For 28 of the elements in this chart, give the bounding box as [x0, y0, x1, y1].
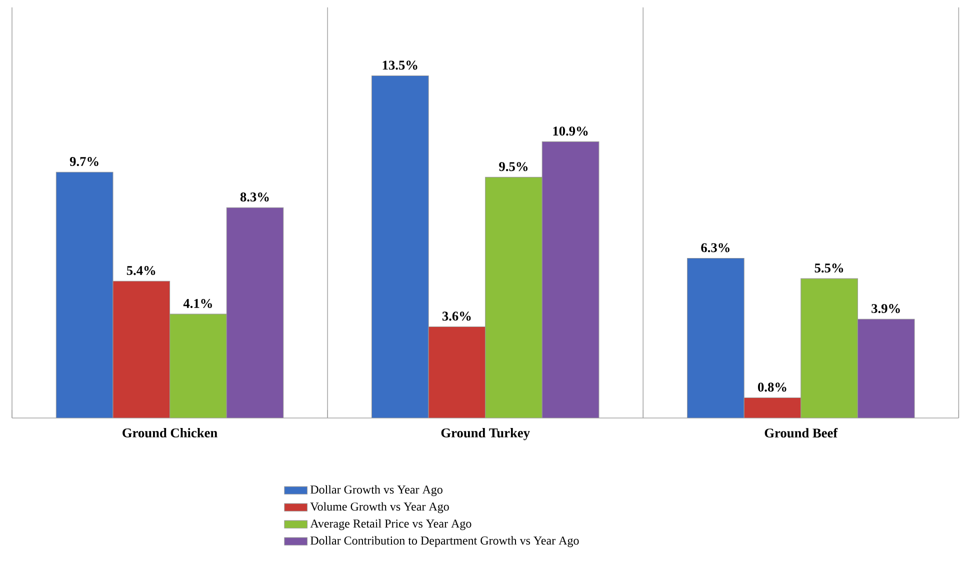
data-label: 9.5% — [499, 162, 528, 172]
data-label: 10.9% — [553, 126, 588, 136]
x-tick-label: Ground Turkey — [441, 428, 530, 440]
data-label: 0.8% — [758, 382, 786, 392]
data-label: 4.1% — [183, 298, 212, 308]
bar — [56, 172, 114, 418]
legend-label: Dollar Contribution to Department Growth vs Year Ago — [310, 536, 579, 548]
bar — [170, 314, 227, 418]
data-label: 6.3% — [701, 243, 730, 252]
bar — [371, 76, 429, 418]
bar — [112, 280, 170, 418]
legend-label: Volume Growth vs Year Ago — [310, 502, 449, 514]
data-label: 5.5% — [814, 263, 844, 273]
x-tick-label: Ground Beef — [764, 428, 838, 438]
x-tick-label: Ground Chicken — [122, 428, 218, 438]
data-label: 8.3% — [240, 192, 269, 202]
data-label: 9.7% — [70, 157, 98, 166]
data-label: 13.5% — [382, 60, 418, 70]
bar — [687, 258, 744, 418]
bar — [800, 278, 858, 418]
data-label: 3.9% — [872, 304, 900, 314]
legend-label: Dollar Growth vs Year Ago — [310, 485, 442, 496]
legend-label: Average Retail Price vs Year Ago — [310, 519, 472, 530]
bar — [428, 326, 486, 418]
data-label: 3.6% — [442, 312, 471, 321]
data-label: 5.4% — [126, 266, 156, 276]
bar — [744, 397, 802, 418]
bar — [485, 176, 542, 418]
